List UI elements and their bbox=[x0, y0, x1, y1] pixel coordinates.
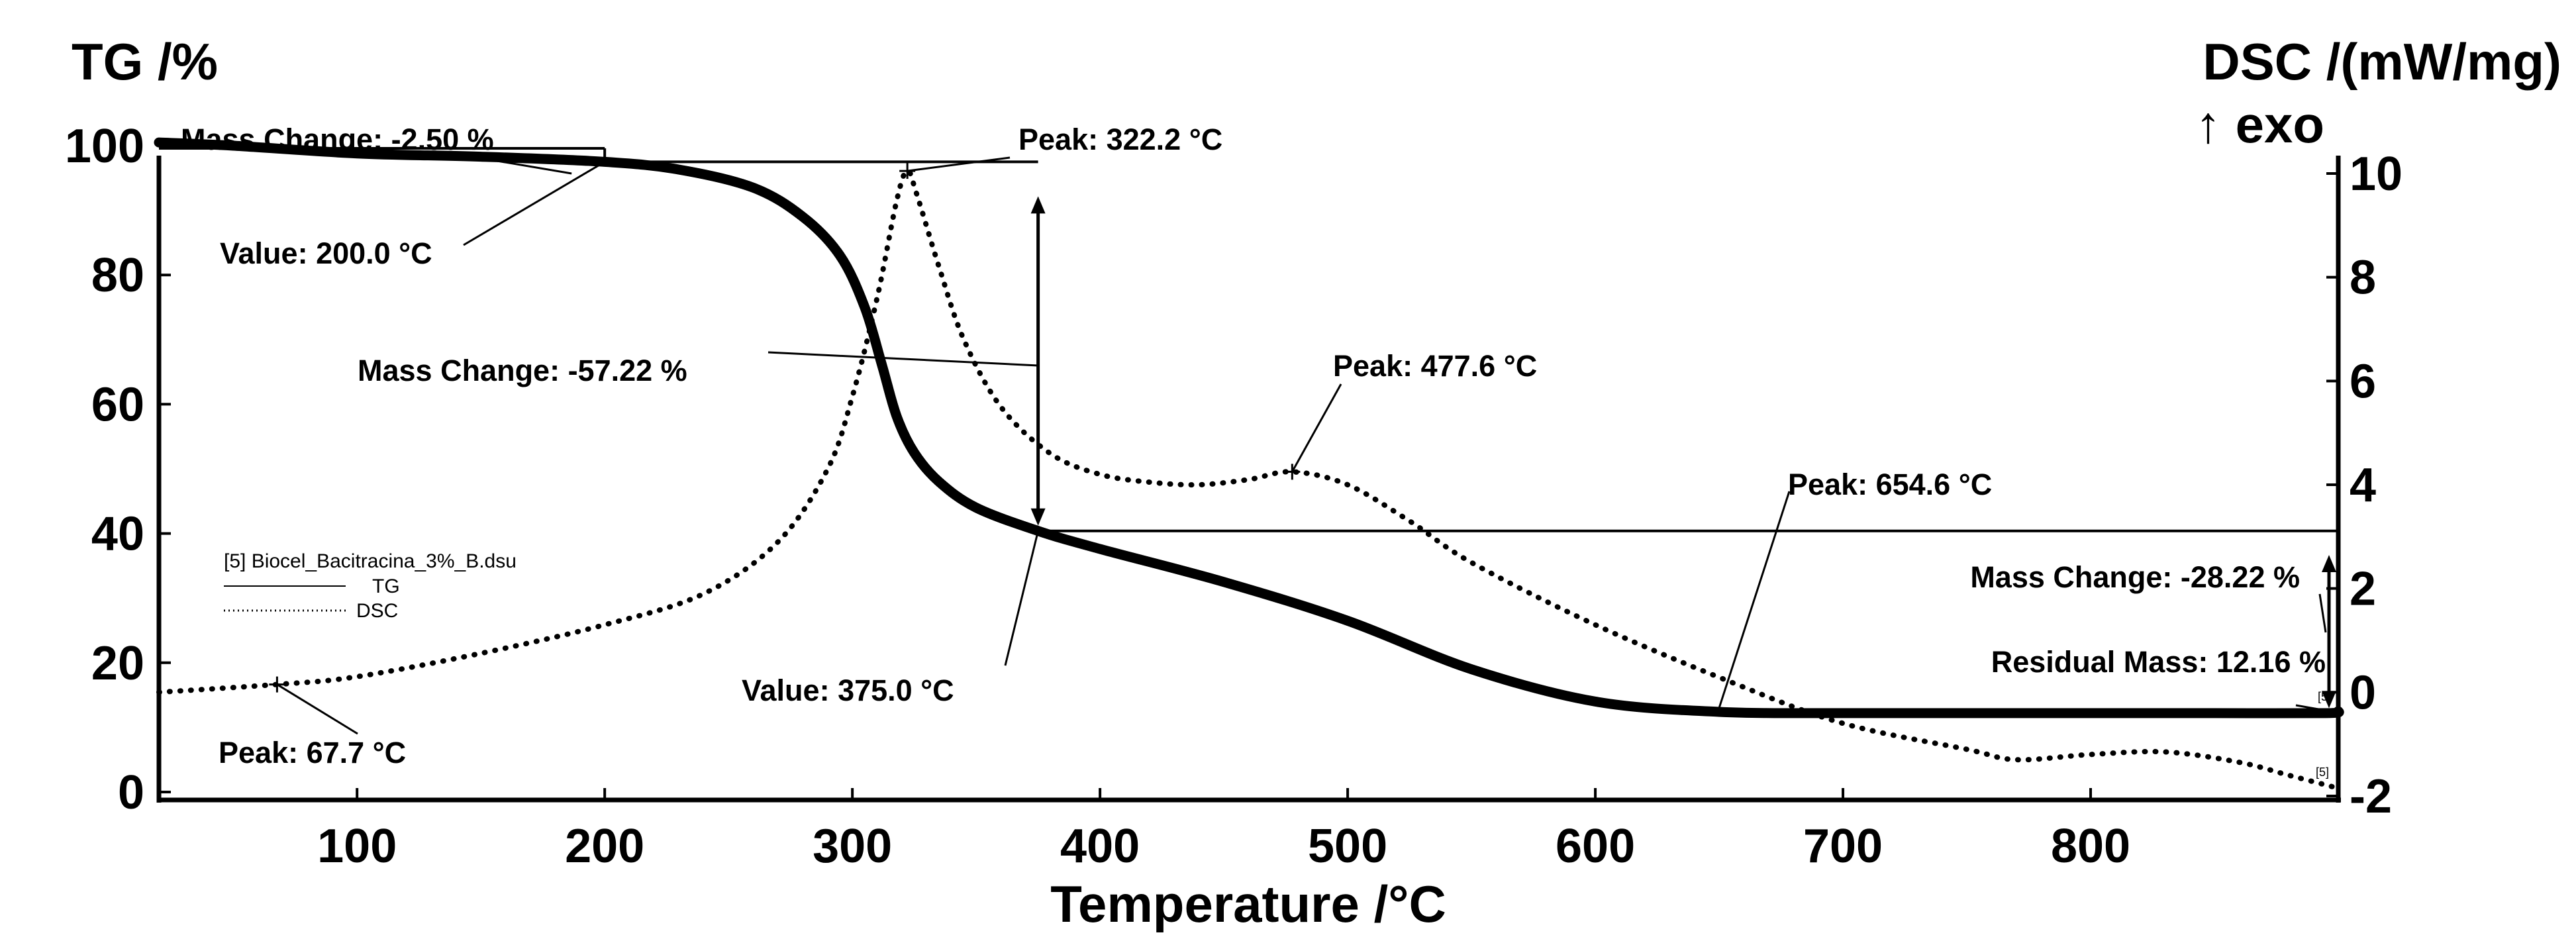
mass-change-label-1: Mass Change: -2.50 % bbox=[181, 123, 494, 156]
y-left-tick-label: 0 bbox=[118, 766, 144, 819]
legend-dsc-label: DSC bbox=[356, 600, 398, 622]
leader-line bbox=[2318, 593, 2327, 633]
dsc-end-marker: [5] bbox=[2316, 766, 2329, 779]
legend-title: [5] Biocel_Bacitracina_3%_B.dsu bbox=[224, 550, 517, 572]
legend: [5] Biocel_Bacitracina_3%_B.dsu TG DSC bbox=[224, 550, 517, 622]
y-right-axis-subtitle: ↑ exo bbox=[2195, 95, 2324, 154]
x-tick-label: 300 bbox=[813, 820, 892, 873]
mass-change-label-3: Mass Change: -28.22 % bbox=[1970, 560, 2300, 594]
y-right-tick-label: 2 bbox=[2350, 563, 2376, 616]
leader-line bbox=[768, 351, 1038, 367]
mass-change-arrow-1-arrowhead bbox=[1030, 508, 1046, 526]
leader-line bbox=[1004, 530, 1040, 666]
x-tick-label: 600 bbox=[1556, 820, 1635, 873]
mass-change-label-2: Mass Change: -57.22 % bbox=[358, 354, 687, 387]
y-right-tick-label: 8 bbox=[2350, 252, 2376, 305]
value-label-375: Value: 375.0 °C bbox=[742, 673, 954, 707]
leader-line bbox=[1716, 491, 1791, 715]
tg-curve bbox=[154, 137, 2344, 719]
mass-change-arrow-1-arrowhead bbox=[1030, 196, 1046, 214]
leader-line bbox=[2295, 704, 2336, 713]
y-right-tick-label: 10 bbox=[2350, 148, 2403, 201]
value-label-200: Value: 200.0 °C bbox=[220, 236, 432, 270]
annotation-layer: Mass Change: -2.50 % Value: 200.0 °C Peak:… bbox=[159, 123, 2338, 769]
leader-line bbox=[463, 161, 605, 246]
peak-label-477: Peak: 477.6 °C bbox=[1333, 349, 1537, 383]
x-tick-label: 100 bbox=[317, 820, 397, 873]
y-left-tick-label: 20 bbox=[91, 637, 144, 690]
y-right-tick-label: 0 bbox=[2350, 666, 2376, 719]
y-right-tick-label: 4 bbox=[2350, 459, 2376, 512]
x-tick-label: 800 bbox=[2051, 820, 2130, 873]
y-right-tick-label: 6 bbox=[2350, 355, 2376, 408]
peak-label-654: Peak: 654.6 °C bbox=[1788, 468, 1992, 501]
peak-label-67: Peak: 67.7 °C bbox=[219, 736, 406, 769]
residual-mass-label: Residual Mass: 12.16 % bbox=[1991, 645, 2326, 679]
peak-label-322: Peak: 322.2 °C bbox=[1018, 123, 1222, 156]
leader-line bbox=[907, 156, 1011, 172]
y-left-tick-label: 40 bbox=[91, 508, 144, 561]
mass-change-arrow-2-arrowhead bbox=[2322, 691, 2336, 709]
leader-line bbox=[485, 158, 572, 175]
mass-change-arrow-2-arrowhead bbox=[2322, 555, 2336, 572]
x-axis-title: Temperature /°C bbox=[1050, 875, 1446, 933]
x-tick-label: 400 bbox=[1060, 820, 1140, 873]
y-right-axis-title: DSC /(mW/mg) bbox=[2203, 32, 2561, 91]
y-left-tick-label: 60 bbox=[91, 378, 144, 431]
y-left-tick-label: 80 bbox=[91, 249, 144, 302]
x-tick-label: 200 bbox=[565, 820, 644, 873]
y-left-tick-label: 100 bbox=[65, 120, 144, 173]
x-tick-label: 500 bbox=[1308, 820, 1387, 873]
leader-line bbox=[1291, 383, 1342, 473]
leader-line bbox=[276, 683, 358, 735]
dsc-curve bbox=[156, 168, 2341, 791]
legend-tg-label: TG bbox=[372, 575, 400, 597]
x-tick-label: 700 bbox=[1803, 820, 1883, 873]
tick-layer: 100 200 300 400 500 600 700 800 0 20 40 60 80 100 -2 0 2… bbox=[65, 120, 2403, 873]
y-right-tick-label: -2 bbox=[2350, 770, 2392, 823]
tg-end-marker: [5] bbox=[2318, 690, 2331, 703]
y-left-axis-title: TG /% bbox=[72, 32, 218, 91]
